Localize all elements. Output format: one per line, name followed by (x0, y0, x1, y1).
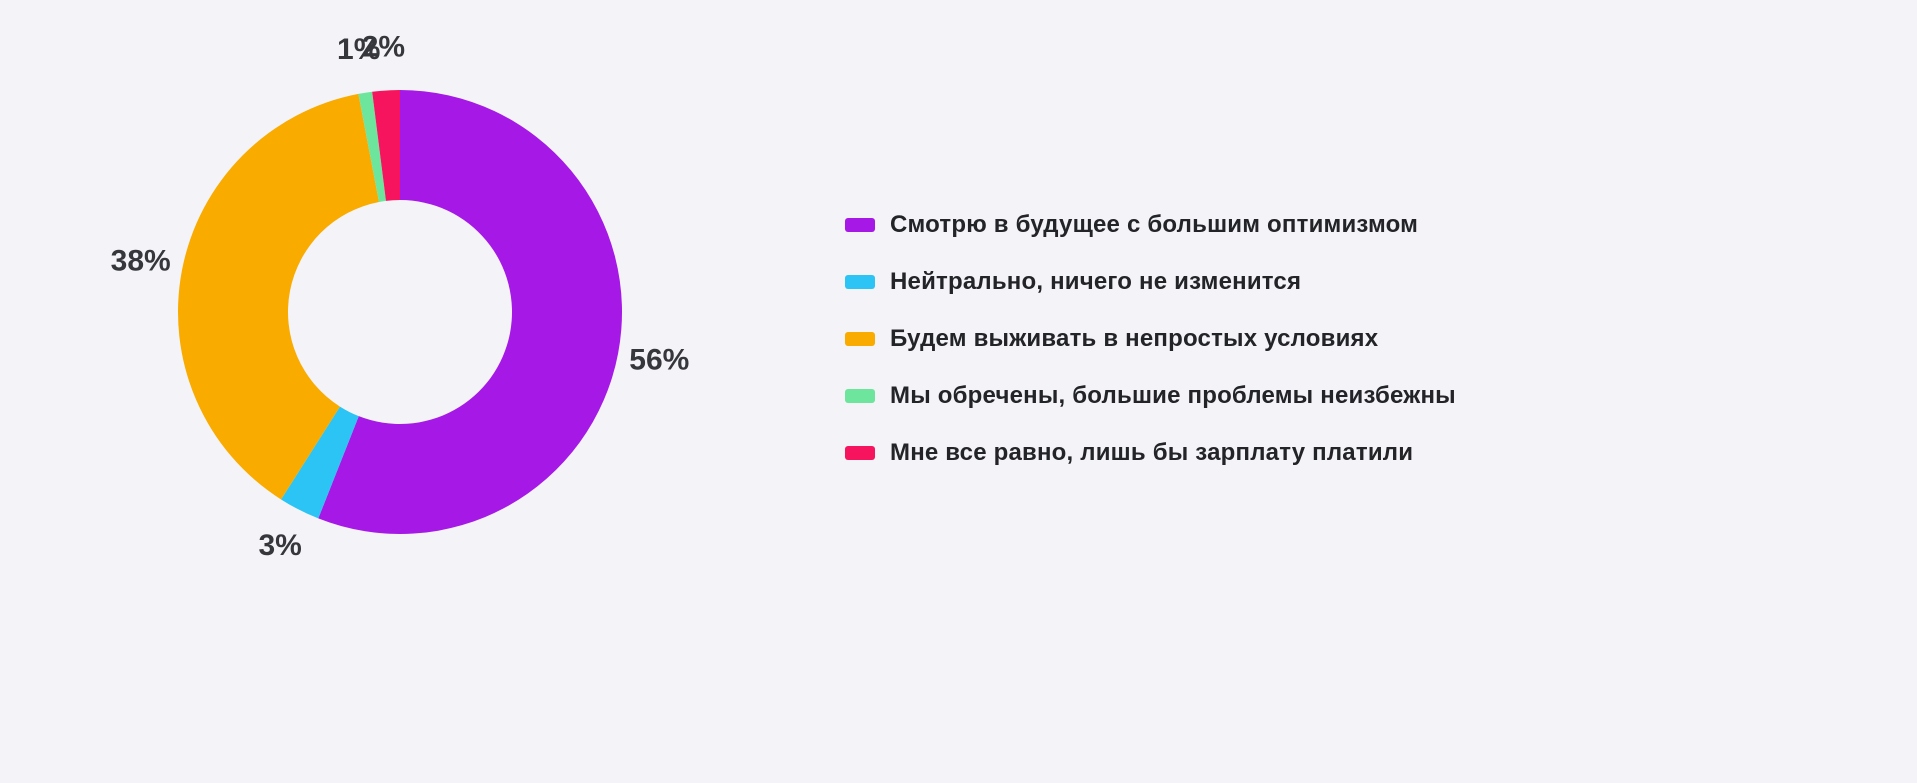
percent-label-2: 38% (111, 244, 171, 277)
legend-swatch-icon (845, 218, 875, 232)
legend-swatch-icon (845, 389, 875, 403)
legend-swatch-icon (845, 332, 875, 346)
pie-segment-2 (177, 93, 380, 500)
legend-swatch-icon (845, 275, 875, 289)
percent-label-4: 2% (362, 30, 405, 63)
legend-label: Мне все равно, лишь бы зарплату платили (890, 439, 1414, 466)
legend-item: Мы обречены, большие проблемы неизбежны (845, 382, 1456, 409)
percent-label-3: 1% (337, 33, 380, 66)
donut-chart: 56% 3% 38% 1%2% (111, 30, 690, 562)
pie-segment-4 (372, 90, 400, 201)
legend-label: Мы обречены, большие проблемы неизбежны (890, 382, 1456, 409)
chart-legend: Смотрю в будущее с большим оптимизмом Не… (845, 211, 1456, 497)
legend-item: Нейтрально, ничего не изменится (845, 268, 1456, 295)
donut-chart-area: 56% 3% 38% 1% 2% (0, 0, 830, 680)
legend-label: Нейтрально, ничего не изменится (890, 268, 1302, 295)
pie-segment-1 (281, 406, 359, 519)
percent-label-1: 3% (258, 529, 301, 562)
legend-item: Смотрю в будущее с большим оптимизмом (845, 211, 1456, 238)
legend-swatch-icon (845, 446, 875, 460)
legend-label: Смотрю в будущее с большим оптимизмом (890, 211, 1419, 238)
legend-item: Будем выживать в непростых условиях (845, 325, 1456, 352)
pie-segment-0 (318, 90, 622, 534)
legend-label: Будем выживать в непростых условиях (890, 325, 1379, 352)
percent-label-0: 56% (629, 343, 689, 376)
pie-segment-3 (358, 91, 386, 202)
legend-item: Мне все равно, лишь бы зарплату платили (845, 439, 1456, 466)
